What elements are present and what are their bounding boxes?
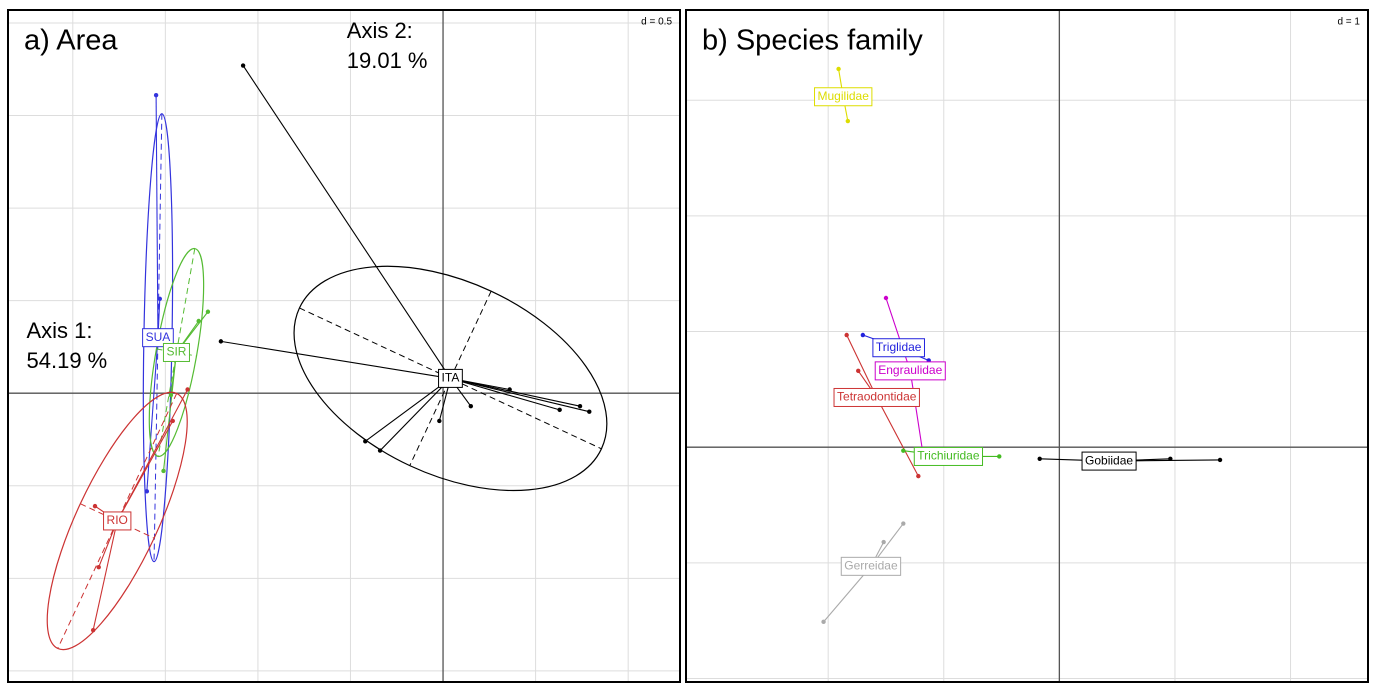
class-label: SUA [146,330,171,344]
label-box [162,342,190,362]
label-box [872,338,925,358]
star-line [876,397,919,477]
ellipse-group [293,265,608,492]
scale-note: d = 1 [1337,17,1360,28]
point [157,296,163,301]
annotation: 54.19 % [27,348,108,373]
star-line [885,297,911,372]
point [468,403,474,409]
point [196,318,201,324]
scale-note: d = 0.5 [641,17,672,28]
class-label: Triglidae [876,340,922,354]
point [916,473,921,479]
point [90,627,96,633]
label-box [840,556,902,576]
class-label: Gobiidae [1085,453,1133,467]
star-line [379,378,451,451]
label-box [142,328,174,348]
panel: Mugilidae Gerreidae Tetraodontidae Engrauli… [686,10,1368,682]
point [860,332,866,338]
star-line [220,340,451,379]
point [901,521,906,526]
star-line [450,377,581,407]
point [997,454,1002,459]
point [1168,456,1173,461]
point [168,392,174,398]
label-box [438,368,463,388]
annotation: 19.01 % [347,48,428,73]
label-box [103,511,132,531]
panel-border [7,9,681,683]
point [856,368,861,374]
label-box [814,87,873,107]
point [161,468,166,474]
class-label: Engraulidae [878,363,942,377]
class-label: Gerreidae [844,559,898,573]
star-line [450,377,560,411]
point [587,409,592,414]
star-line [116,420,174,522]
point [218,339,224,344]
label-box [833,387,920,407]
class-label: Tetraodontidae [837,390,917,404]
star-line [155,95,159,338]
class-label: ITA [442,371,460,385]
point [170,418,175,424]
point [1217,457,1223,463]
point [153,92,159,98]
point [363,439,368,444]
point [185,387,190,392]
panel-title: b) Species family [702,25,923,57]
ellipse-axis [299,307,602,450]
panel-title: a) Area [24,25,118,57]
point [1037,456,1042,461]
point [845,118,851,124]
class-label: SIR [166,345,186,359]
point [557,407,562,413]
annotation: Axis 1: [27,318,93,343]
point [821,619,826,625]
point [205,309,211,314]
class-label: Trichiuridae [917,449,980,463]
point [240,63,246,68]
class-label: Mugilidae [818,89,870,103]
star-line [846,334,878,398]
panel-border [685,9,1369,683]
label-box [1081,451,1137,471]
star-line [146,337,159,492]
star-line [909,370,925,462]
point [437,418,442,424]
class-label: RIO [107,513,128,527]
point [507,387,512,392]
point [844,332,849,338]
point [577,403,583,409]
point [836,66,841,72]
point [883,295,889,301]
point [377,448,383,453]
star-line [364,377,451,442]
point [881,539,886,545]
point [144,489,150,494]
star-line [242,65,451,379]
point [92,503,98,509]
point [901,448,906,453]
ellipse-axis [409,290,492,466]
point [96,565,101,570]
star-line [92,520,118,631]
label-box [913,446,984,466]
label-box [874,361,946,381]
star-line [450,377,590,413]
annotation: Axis 2: [347,18,413,43]
